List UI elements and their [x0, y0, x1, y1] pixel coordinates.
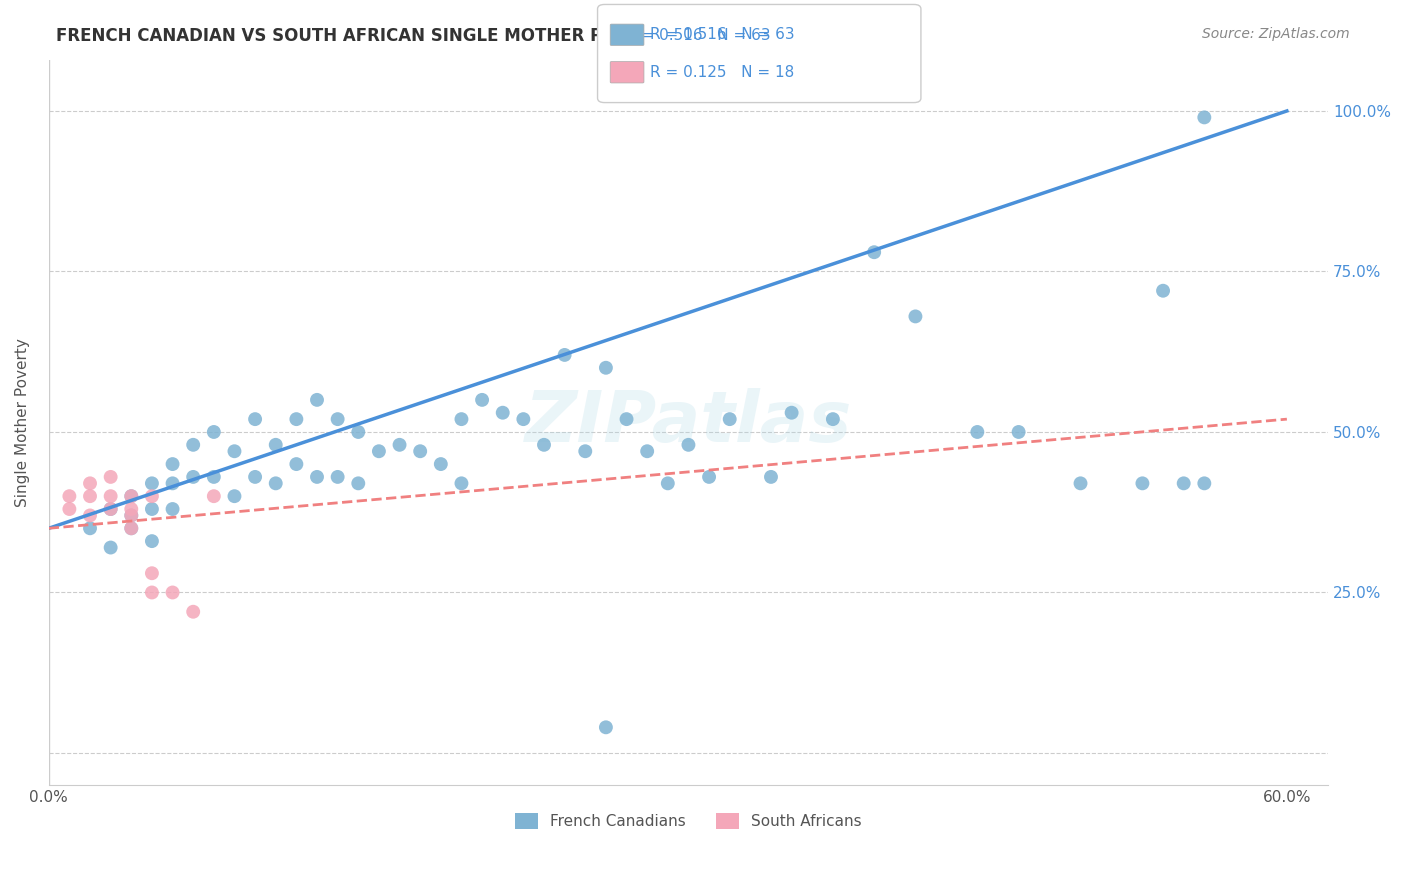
Point [533, 438, 555, 452]
Text: Source: ZipAtlas.com: Source: ZipAtlas.com [1202, 27, 1350, 41]
Point [512, 412, 534, 426]
Point [821, 412, 844, 426]
Point [1194, 476, 1216, 491]
Point [120, 508, 142, 523]
Point [636, 444, 658, 458]
Point [305, 392, 328, 407]
Point [162, 502, 184, 516]
Text: ZIPatlas: ZIPatlas [524, 388, 852, 457]
Point [120, 502, 142, 516]
Point [759, 470, 782, 484]
Point [58, 489, 80, 503]
Point [388, 438, 411, 452]
Point [100, 502, 122, 516]
Point [1194, 111, 1216, 125]
Point [863, 245, 886, 260]
Point [1007, 425, 1029, 439]
Point [678, 438, 700, 452]
Text: R = 0.516   N = 63: R = 0.516 N = 63 [626, 29, 770, 43]
Point [697, 470, 720, 484]
Point [162, 585, 184, 599]
Point [657, 476, 679, 491]
Point [162, 457, 184, 471]
Point [450, 476, 472, 491]
Point [120, 521, 142, 535]
Point [595, 360, 617, 375]
Point [1070, 476, 1092, 491]
Point [224, 444, 246, 458]
Point [264, 476, 287, 491]
Point [79, 508, 101, 523]
Point [326, 412, 349, 426]
Point [58, 502, 80, 516]
Point [181, 438, 204, 452]
Point [202, 489, 225, 503]
Point [285, 457, 308, 471]
Point [595, 720, 617, 734]
Point [79, 476, 101, 491]
Point [347, 476, 370, 491]
Point [305, 470, 328, 484]
Point [162, 476, 184, 491]
Y-axis label: Single Mother Poverty: Single Mother Poverty [15, 338, 30, 507]
Legend: French Canadians, South Africans: French Canadians, South Africans [509, 807, 868, 836]
Point [100, 541, 122, 555]
Point [243, 412, 266, 426]
Point [120, 489, 142, 503]
Point [574, 444, 596, 458]
Point [79, 489, 101, 503]
Point [141, 566, 163, 581]
Point [347, 425, 370, 439]
Point [409, 444, 432, 458]
Point [141, 489, 163, 503]
Text: R = 0.125   N = 18: R = 0.125 N = 18 [650, 65, 794, 79]
Point [120, 521, 142, 535]
Point [780, 406, 803, 420]
Point [1132, 476, 1154, 491]
Point [616, 412, 638, 426]
Point [554, 348, 576, 362]
Point [718, 412, 741, 426]
Point [141, 476, 163, 491]
Point [100, 502, 122, 516]
Text: FRENCH CANADIAN VS SOUTH AFRICAN SINGLE MOTHER POVERTY CORRELATION CHART: FRENCH CANADIAN VS SOUTH AFRICAN SINGLE … [56, 27, 882, 45]
Point [141, 534, 163, 549]
Point [181, 470, 204, 484]
Point [120, 489, 142, 503]
Point [141, 502, 163, 516]
Point [492, 406, 515, 420]
Point [326, 470, 349, 484]
Text: R = 0.516   N = 63: R = 0.516 N = 63 [650, 28, 794, 42]
Point [285, 412, 308, 426]
Point [224, 489, 246, 503]
Point [243, 470, 266, 484]
Point [100, 489, 122, 503]
Point [100, 470, 122, 484]
Point [202, 470, 225, 484]
Point [141, 585, 163, 599]
Point [264, 438, 287, 452]
Point [367, 444, 389, 458]
Point [202, 425, 225, 439]
Point [1152, 284, 1174, 298]
Point [430, 457, 453, 471]
Point [904, 310, 927, 324]
Point [450, 412, 472, 426]
Point [1173, 476, 1195, 491]
Point [966, 425, 988, 439]
Point [79, 521, 101, 535]
Point [471, 392, 494, 407]
Point [120, 508, 142, 523]
Point [181, 605, 204, 619]
